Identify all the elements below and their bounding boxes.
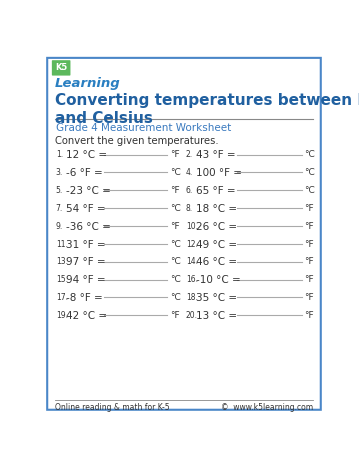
Text: 10.: 10.	[186, 222, 198, 231]
Text: °F: °F	[170, 150, 179, 159]
Text: 12 °C =: 12 °C =	[66, 150, 107, 160]
Text: 12.: 12.	[186, 239, 198, 249]
Text: °C: °C	[304, 150, 315, 159]
Text: 35 °C =: 35 °C =	[196, 293, 237, 303]
Text: 19.: 19.	[56, 311, 68, 320]
Text: °F: °F	[304, 257, 314, 266]
Text: 49 °C =: 49 °C =	[196, 239, 237, 250]
Text: 16.: 16.	[186, 275, 198, 284]
Text: Convert the given temperatures.: Convert the given temperatures.	[55, 137, 219, 146]
Text: °F: °F	[170, 186, 179, 195]
Text: °C: °C	[304, 168, 315, 177]
Text: °F: °F	[304, 204, 314, 213]
Text: ©  www.k5learning.com: © www.k5learning.com	[221, 403, 313, 412]
Text: 13 °C =: 13 °C =	[196, 311, 237, 321]
Text: °C: °C	[170, 239, 181, 249]
FancyBboxPatch shape	[47, 58, 321, 410]
Text: 54 °F =: 54 °F =	[66, 204, 106, 214]
Text: 1.: 1.	[56, 150, 63, 159]
Text: °F: °F	[304, 311, 314, 320]
Text: 100 °F =: 100 °F =	[196, 168, 242, 178]
Text: °C: °C	[170, 293, 181, 302]
Text: °C: °C	[304, 186, 315, 195]
Text: 46 °C =: 46 °C =	[196, 257, 237, 268]
Text: 42 °C =: 42 °C =	[66, 311, 107, 321]
Text: -8 °F =: -8 °F =	[66, 293, 103, 303]
Text: 43 °F =: 43 °F =	[196, 150, 236, 160]
Text: 31 °F =: 31 °F =	[66, 239, 106, 250]
Text: -10 °C =: -10 °C =	[196, 275, 241, 285]
Text: 20.: 20.	[186, 311, 198, 320]
Text: °F: °F	[170, 222, 179, 231]
Text: 2.: 2.	[186, 150, 193, 159]
Text: -23 °C =: -23 °C =	[66, 186, 111, 196]
Text: 65 °F =: 65 °F =	[196, 186, 236, 196]
Text: 18.: 18.	[186, 293, 198, 302]
FancyBboxPatch shape	[52, 60, 70, 75]
Text: 14.: 14.	[186, 257, 198, 266]
Text: °F: °F	[304, 222, 314, 231]
Text: 3.: 3.	[56, 168, 63, 177]
Text: °F: °F	[304, 239, 314, 249]
Text: K5: K5	[55, 63, 67, 72]
Text: 7.: 7.	[56, 204, 63, 213]
Text: -36 °C =: -36 °C =	[66, 222, 111, 232]
Text: 8.: 8.	[186, 204, 193, 213]
Text: 6.: 6.	[186, 186, 193, 195]
Text: 18 °C =: 18 °C =	[196, 204, 237, 214]
Text: °C: °C	[170, 204, 181, 213]
Text: °F: °F	[304, 293, 314, 302]
Text: °F: °F	[304, 275, 314, 284]
Text: 13.: 13.	[56, 257, 68, 266]
Text: Grade 4 Measurement Worksheet: Grade 4 Measurement Worksheet	[56, 123, 232, 132]
Text: °C: °C	[170, 257, 181, 266]
Text: 5.: 5.	[56, 186, 63, 195]
Text: Converting temperatures between Fahrenheit
and Celsius: Converting temperatures between Fahrenhe…	[55, 93, 359, 126]
Text: -6 °F =: -6 °F =	[66, 168, 103, 178]
Text: 26 °C =: 26 °C =	[196, 222, 237, 232]
Text: 15.: 15.	[56, 275, 68, 284]
Text: 94 °F =: 94 °F =	[66, 275, 106, 285]
Text: Learning: Learning	[55, 77, 121, 90]
Text: Online reading & math for K-5: Online reading & math for K-5	[55, 403, 169, 412]
Text: 11.: 11.	[56, 239, 67, 249]
Text: 4.: 4.	[186, 168, 193, 177]
Text: °C: °C	[170, 168, 181, 177]
Text: °F: °F	[170, 311, 179, 320]
Text: 97 °F =: 97 °F =	[66, 257, 106, 268]
Text: °C: °C	[170, 275, 181, 284]
Text: 17.: 17.	[56, 293, 68, 302]
Text: 9.: 9.	[56, 222, 63, 231]
